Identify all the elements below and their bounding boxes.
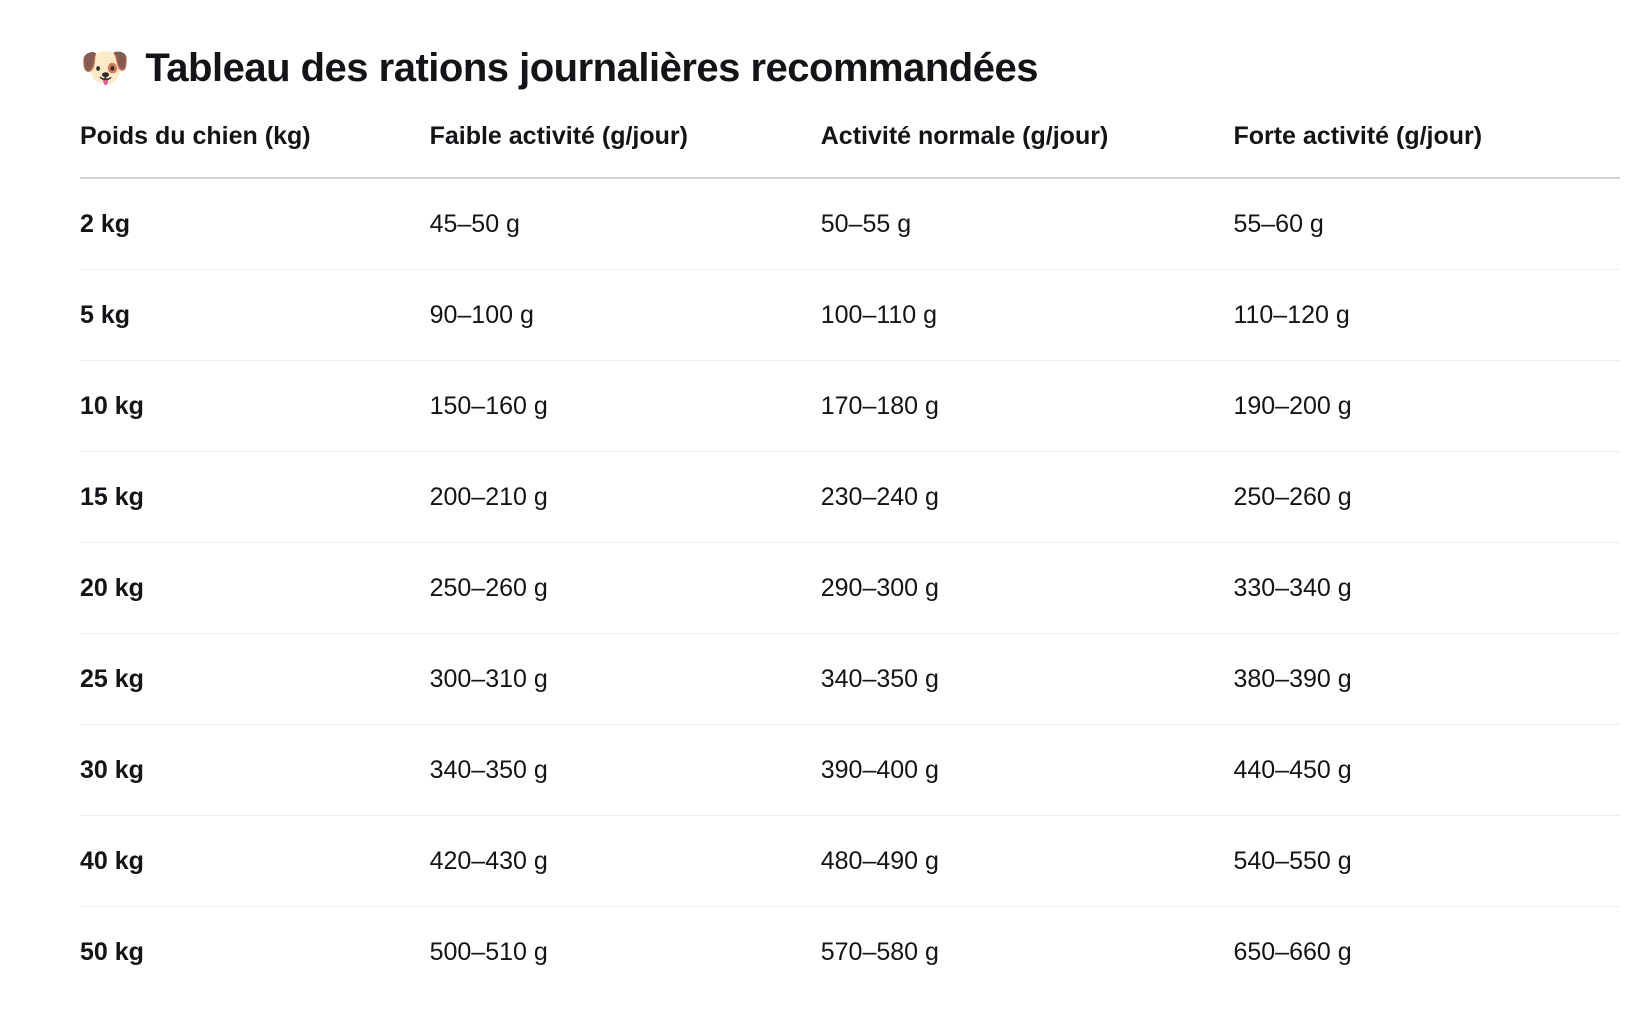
weight-cell: 50 kg xyxy=(80,938,144,966)
ration-cell: 170–180 g xyxy=(820,360,1234,452)
ration-cell: 300–310 g xyxy=(429,633,821,725)
ration-cell: 45–50 g xyxy=(429,178,821,270)
ration-cell: 380–390 g xyxy=(1233,633,1620,725)
ration-cell: 55–60 g xyxy=(1233,178,1620,270)
column-header-normal-activity: Activité normale (g/jour) xyxy=(820,122,1234,179)
table-row: 2 kg 45–50 g 50–55 g 55–60 g xyxy=(80,178,1620,270)
ration-cell: 650–660 g xyxy=(1233,938,1352,966)
ration-cell: 540–550 g xyxy=(1233,815,1620,907)
weight-cell: 10 kg xyxy=(80,360,430,452)
weight-cell: 30 kg xyxy=(80,724,430,816)
weight-cell: 15 kg xyxy=(80,451,430,543)
ration-cell: 290–300 g xyxy=(820,542,1234,634)
ration-cell: 150–160 g xyxy=(429,360,821,452)
ration-cell: 230–240 g xyxy=(820,451,1234,543)
table-row: 5 kg 90–100 g 100–110 g 110–120 g xyxy=(80,269,1620,361)
ration-cell: 440–450 g xyxy=(1233,724,1620,816)
ration-cell: 340–350 g xyxy=(820,633,1234,725)
table-row: 15 kg 200–210 g 230–240 g 250–260 g xyxy=(80,451,1620,543)
ration-cell: 340–350 g xyxy=(429,724,821,816)
ration-cell: 500–510 g xyxy=(429,938,548,966)
weight-cell: 5 kg xyxy=(80,269,430,361)
ration-cell: 110–120 g xyxy=(1233,269,1620,361)
ration-cell: 50–55 g xyxy=(820,178,1234,270)
column-header-high-activity: Forte activité (g/jour) xyxy=(1233,122,1620,179)
ration-cell: 570–580 g xyxy=(820,938,939,966)
weight-cell: 20 kg xyxy=(80,542,430,634)
column-header-weight: Poids du chien (kg) xyxy=(80,122,430,179)
ration-cell: 200–210 g xyxy=(429,451,821,543)
table-row: 25 kg 300–310 g 340–350 g 380–390 g xyxy=(80,633,1620,725)
table-row: 20 kg 250–260 g 290–300 g 330–340 g xyxy=(80,542,1620,634)
table-row: 10 kg 150–160 g 170–180 g 190–200 g xyxy=(80,360,1620,452)
column-header-low-activity: Faible activité (g/jour) xyxy=(429,122,821,179)
ration-cell: 190–200 g xyxy=(1233,360,1620,452)
table-row: 40 kg 420–430 g 480–490 g 540–550 g xyxy=(80,815,1620,907)
weight-cell: 40 kg xyxy=(80,815,430,907)
ration-cell: 480–490 g xyxy=(820,815,1234,907)
dog-emoji-icon: 🐶 xyxy=(80,45,130,91)
weight-cell: 25 kg xyxy=(80,633,430,725)
ration-cell: 100–110 g xyxy=(820,269,1234,361)
page: 🐶 Tableau des rations journalières recom… xyxy=(80,42,1620,997)
rations-table: Poids du chien (kg) Faible activité (g/j… xyxy=(80,122,1620,997)
weight-cell: 2 kg xyxy=(80,178,430,270)
page-title: 🐶 Tableau des rations journalières recom… xyxy=(80,42,1620,94)
table-row: 50 kg 500–510 g 570–580 g 650–660 g xyxy=(80,907,1620,998)
ration-cell: 330–340 g xyxy=(1233,542,1620,634)
ration-cell: 420–430 g xyxy=(429,815,821,907)
ration-cell: 250–260 g xyxy=(429,542,821,634)
ration-cell: 90–100 g xyxy=(429,269,821,361)
ration-cell: 390–400 g xyxy=(820,724,1234,816)
table-header-row: Poids du chien (kg) Faible activité (g/j… xyxy=(80,122,1620,179)
page-title-text: Tableau des rations journalières recomma… xyxy=(145,46,1038,90)
table-row: 30 kg 340–350 g 390–400 g 440–450 g xyxy=(80,724,1620,816)
ration-cell: 250–260 g xyxy=(1233,451,1620,543)
